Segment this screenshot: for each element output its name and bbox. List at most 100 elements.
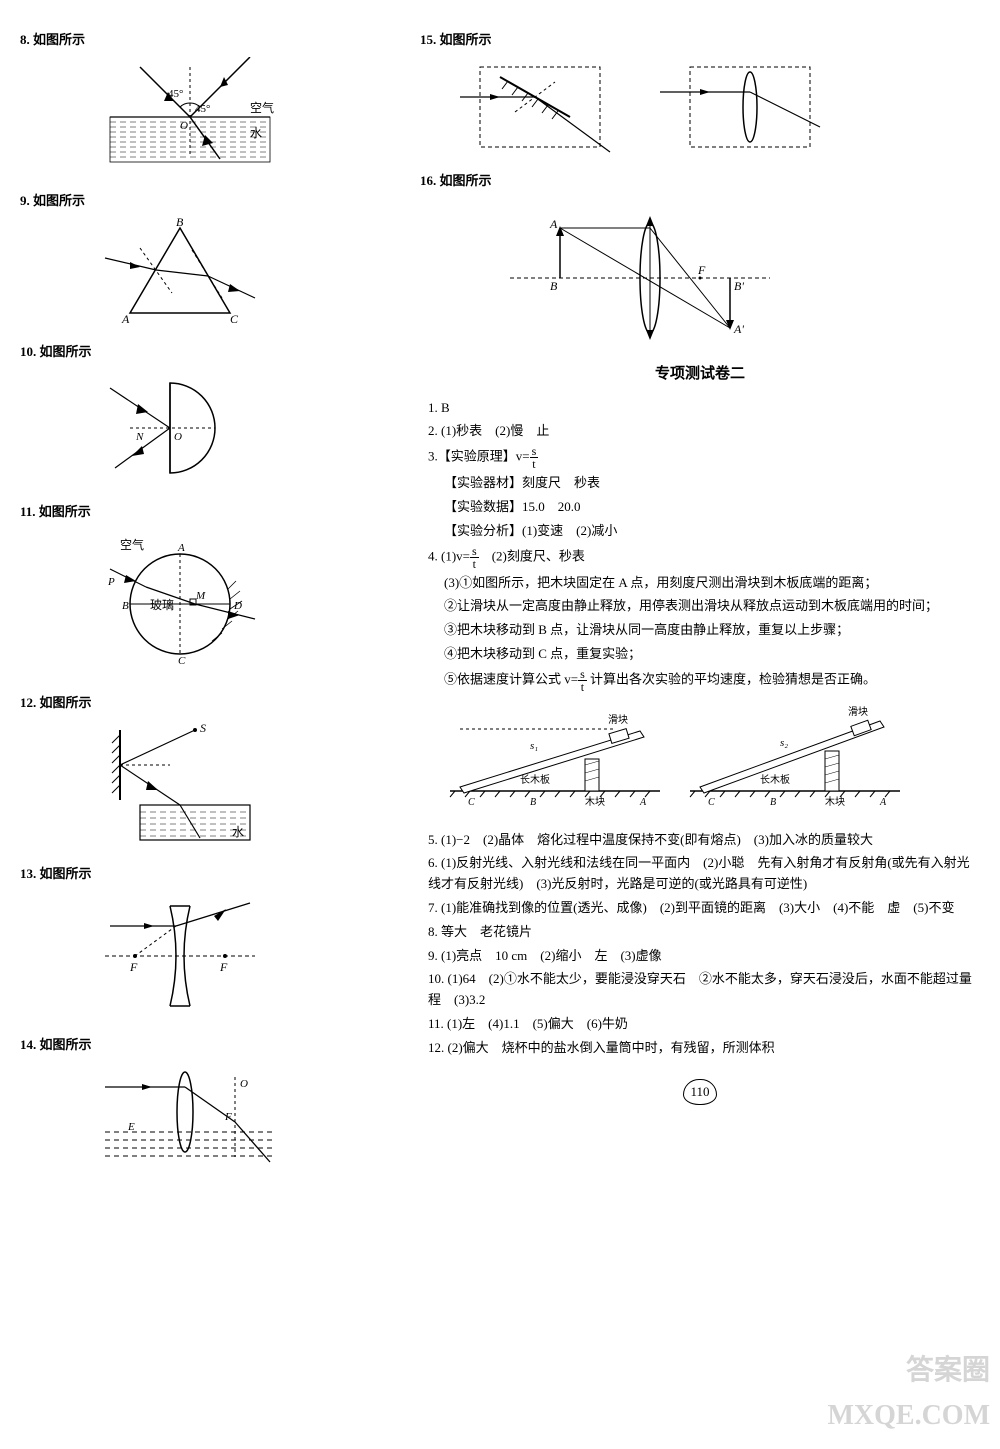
- svg-text:水: 水: [232, 825, 244, 839]
- fig-8: 45° 45° 空气 水 O: [100, 57, 400, 177]
- ans-6: 6. (1)反射光线、入射光线和法线在同一平面内 (2)小聪 先有入射角才有反射…: [420, 853, 980, 895]
- svg-text:S: S: [200, 721, 206, 735]
- svg-text:C: C: [178, 655, 186, 667]
- svg-text:s₁: s₁: [530, 740, 538, 752]
- svg-text:C: C: [468, 797, 475, 808]
- svg-text:B': B': [734, 279, 744, 293]
- item-14: 14. 如图所示: [20, 1035, 400, 1172]
- svg-text:A: A: [121, 312, 130, 326]
- page-container: 8. 如图所示: [20, 30, 980, 1186]
- item-9-label: 9. 如图所示: [20, 191, 400, 212]
- svg-text:B: B: [122, 600, 129, 612]
- O-label: O: [180, 120, 188, 132]
- svg-text:D: D: [233, 600, 242, 612]
- ans-4-3-5: ⑤依据速度计算公式 v=st 计算出各次实验的平均速度，检验猜想是否正确。: [420, 668, 980, 693]
- svg-text:滑块: 滑块: [608, 714, 628, 726]
- ans-10: 10. (1)64 (2)①水不能太少，要能浸没穿天石 ②水不能太多，穿天石浸没…: [420, 969, 980, 1011]
- item-num: 16.: [420, 173, 436, 188]
- ans-4-part2: (2)刻度尺、秒表: [479, 548, 585, 563]
- ans-4-lhs: v=: [456, 548, 470, 563]
- item-text: 如图所示: [33, 193, 85, 208]
- water-label: 水: [250, 126, 262, 140]
- fig-11: 空气 玻璃 A B C D M P: [100, 529, 400, 679]
- svg-text:B: B: [550, 279, 558, 293]
- svg-text:C: C: [230, 312, 239, 326]
- svg-text:木块: 木块: [825, 796, 845, 808]
- item-13: 13. 如图所示 F F: [20, 864, 400, 1021]
- frac-icon: st: [470, 545, 479, 570]
- svg-text:F: F: [219, 960, 228, 974]
- frac-icon: st: [578, 668, 587, 693]
- ans-1: 1. B: [420, 398, 980, 419]
- item-text: 如图所示: [440, 173, 492, 188]
- frac-icon: st: [530, 445, 539, 470]
- item-8: 8. 如图所示: [20, 30, 400, 177]
- item-10: 10. 如图所示 N O: [20, 342, 400, 489]
- item-8-label: 8. 如图所示: [20, 30, 400, 51]
- ans-4: 4. (1)v=st (2)刻度尺、秒表: [420, 545, 980, 570]
- fig-15: [460, 57, 980, 157]
- svg-text:F: F: [224, 1111, 232, 1123]
- svg-text:空气: 空气: [120, 537, 144, 552]
- item-text: 如图所示: [40, 695, 92, 710]
- ans-5: 5. (1)−2 (2)晶体 熔化过程中温度保持不变(即有熔点) (3)加入冰的…: [420, 830, 980, 851]
- svg-text:玻璃: 玻璃: [150, 598, 174, 612]
- page-number: 110: [420, 1079, 980, 1106]
- svg-text:A: A: [879, 797, 887, 808]
- item-num: 13.: [20, 866, 36, 881]
- ans-3-analysis: 【实验分析】(1)变速 (2)减小: [420, 521, 980, 542]
- angle-45-2: 45°: [195, 103, 210, 115]
- svg-text:O: O: [174, 431, 182, 443]
- ans-11: 11. (1)左 (4)1.1 (5)偏大 (6)牛奶: [420, 1014, 980, 1035]
- svg-text:A: A: [549, 217, 558, 231]
- fig-9: B A C: [100, 218, 400, 328]
- ans-4-head: 4. (1): [428, 548, 456, 563]
- svg-text:B: B: [530, 797, 536, 808]
- svg-text:M: M: [195, 590, 206, 602]
- item-16-label: 16. 如图所示: [420, 171, 980, 192]
- pagenum-badge: 110: [683, 1079, 716, 1106]
- ans-3-lhs: v=: [516, 449, 530, 464]
- svg-text:F: F: [697, 263, 706, 277]
- item-text: 如图所示: [40, 344, 92, 359]
- item-num: 15.: [420, 32, 436, 47]
- fig-4-experiment: 滑块 木块 长木板 s₁ C B A 滑块 木块 长木板: [440, 701, 980, 818]
- ans-4-3-4: ④把木块移动到 C 点，重复实验；: [420, 644, 980, 665]
- watermark-bottom: MXQE.COM: [827, 1394, 990, 1439]
- fig-10: N O: [100, 368, 400, 488]
- item-10-label: 10. 如图所示: [20, 342, 400, 363]
- ans-9: 9. (1)亮点 10 cm (2)缩小 左 (3)虚像: [420, 946, 980, 967]
- svg-text:E: E: [127, 1121, 135, 1133]
- svg-text:O: O: [240, 1078, 248, 1090]
- item-13-label: 13. 如图所示: [20, 864, 400, 885]
- svg-text:木块: 木块: [585, 796, 605, 808]
- svg-text:s₂: s₂: [780, 737, 788, 749]
- item-9: 9. 如图所示 B A: [20, 191, 400, 328]
- air-label: 空气: [250, 100, 274, 115]
- ans-4-3-2: ②让滑块从一定高度由静止释放，用停表测出滑块从释放点运动到木板底端用的时间；: [420, 596, 980, 617]
- item-16: 16. 如图所示 A B: [420, 171, 980, 348]
- section-title: 专项测试卷二: [420, 362, 980, 386]
- item-num: 14.: [20, 1037, 36, 1052]
- item-text: 如图所示: [39, 504, 91, 519]
- svg-text:B: B: [770, 797, 776, 808]
- ans-4-3-1: (3)①如图所示，把木块固定在 A 点，用刻度尺测出滑块到木板底端的距离；: [420, 573, 980, 594]
- svg-text:F: F: [129, 960, 138, 974]
- svg-text:A': A': [733, 322, 744, 336]
- svg-text:长木板: 长木板: [520, 773, 550, 786]
- fig-14: E F O: [100, 1062, 400, 1172]
- svg-text:B: B: [176, 218, 184, 229]
- fig-13: F F: [100, 891, 400, 1021]
- item-num: 9.: [20, 193, 30, 208]
- item-15: 15. 如图所示: [420, 30, 980, 157]
- item-text: 如图所示: [440, 32, 492, 47]
- svg-text:P: P: [107, 576, 115, 588]
- item-11: 11. 如图所示: [20, 502, 400, 679]
- ans-7: 7. (1)能准确找到像的位置(透光、成像) (2)到平面镜的距离 (3)大小 …: [420, 898, 980, 919]
- fig-12: S 水: [100, 720, 400, 850]
- svg-text:A: A: [639, 797, 647, 808]
- ans-2: 2. (1)秒表 (2)慢 止: [420, 421, 980, 442]
- item-text: 如图所示: [40, 1037, 92, 1052]
- ans-3-data: 【实验数据】15.0 20.0: [420, 497, 980, 518]
- item-num: 10.: [20, 344, 36, 359]
